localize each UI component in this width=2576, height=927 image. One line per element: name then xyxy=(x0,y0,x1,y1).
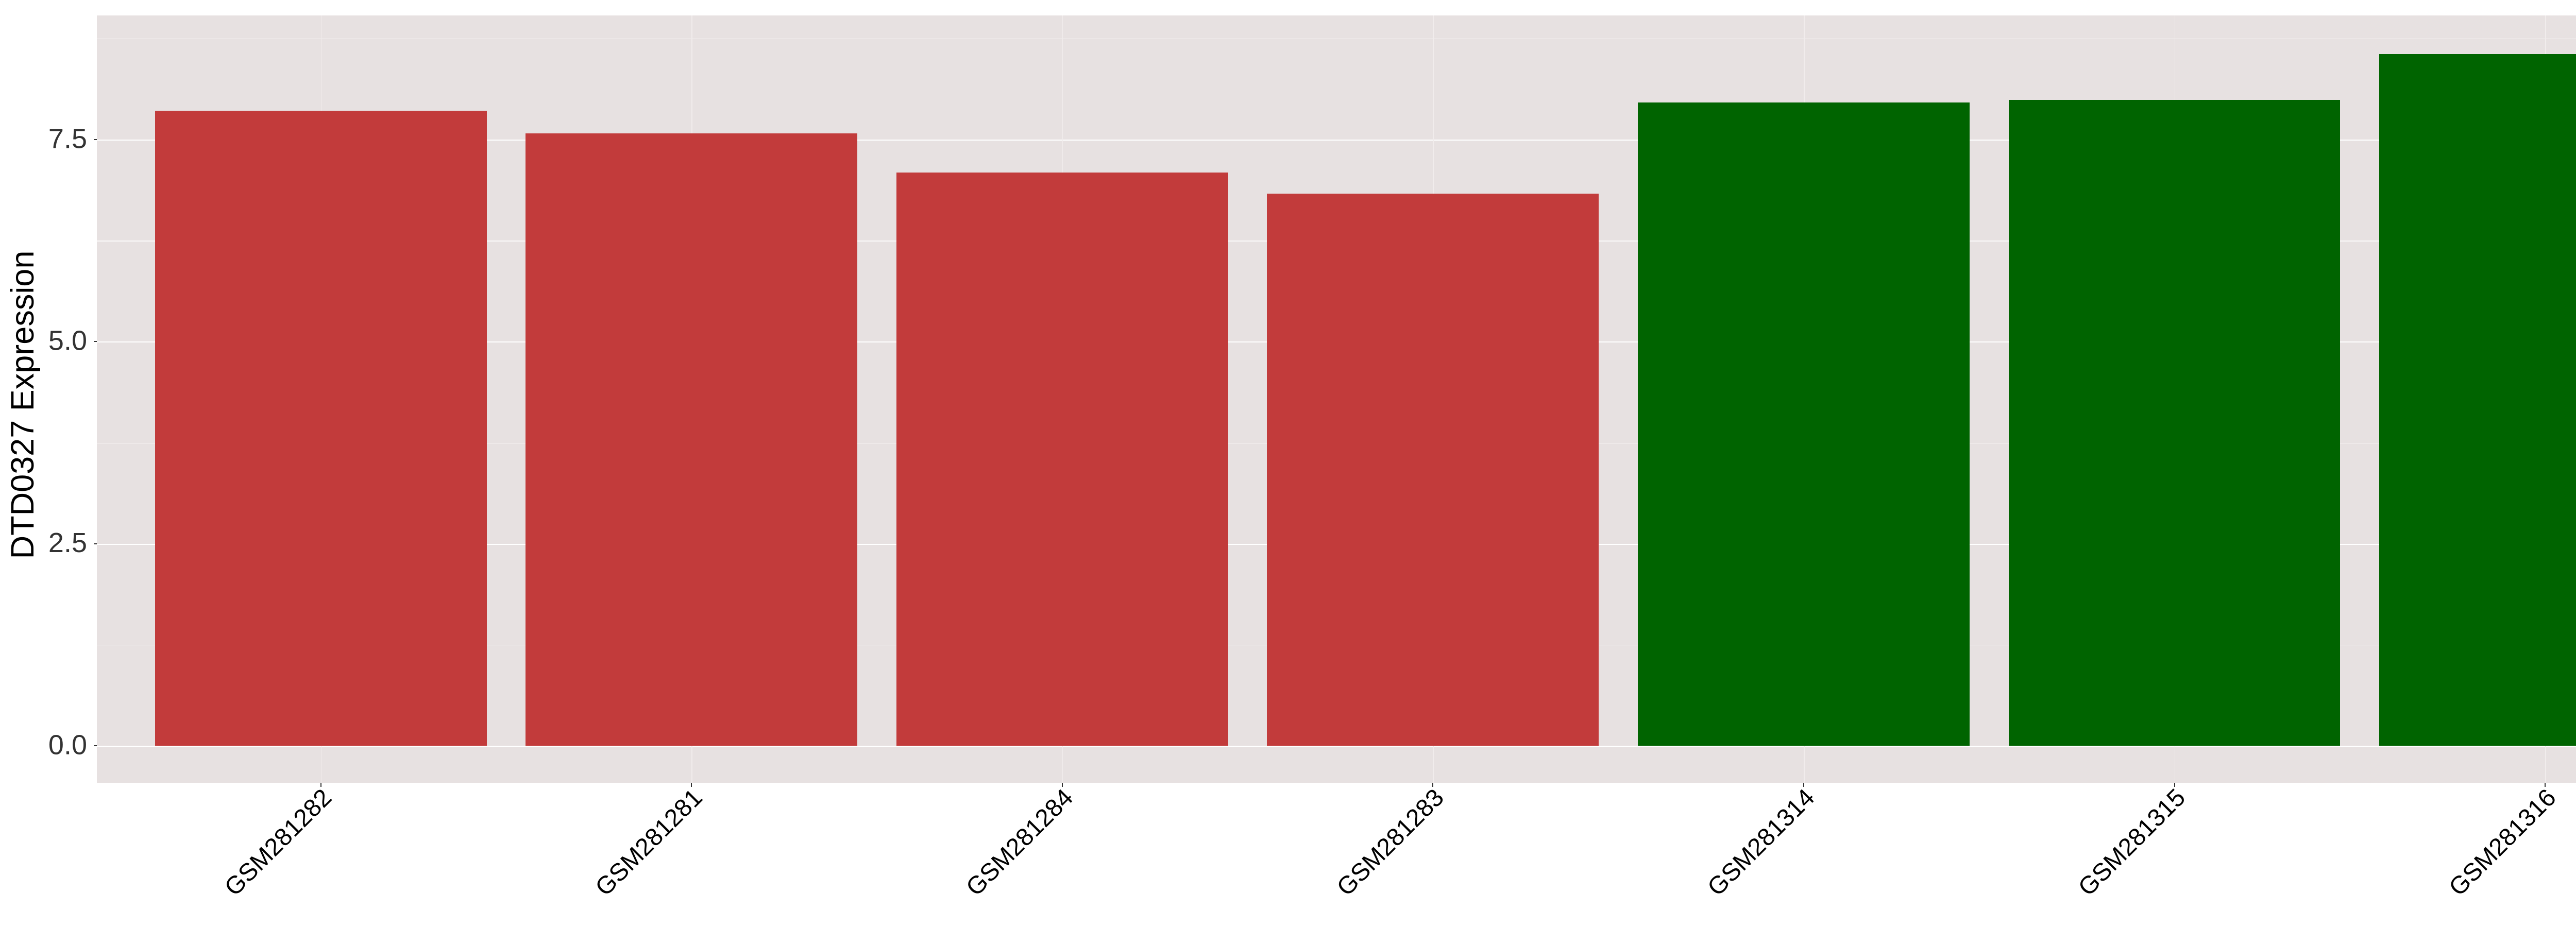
svg-text:GSM281282: GSM281282 xyxy=(219,784,337,901)
svg-text:5.0: 5.0 xyxy=(48,325,87,356)
svg-text:DTD0327 Expression: DTD0327 Expression xyxy=(5,251,41,559)
svg-text:GSM281283: GSM281283 xyxy=(1332,784,1449,901)
svg-text:GSM281284: GSM281284 xyxy=(961,784,1078,901)
svg-text:2.5: 2.5 xyxy=(48,527,87,558)
svg-text:7.5: 7.5 xyxy=(48,123,87,154)
svg-text:GSM281314: GSM281314 xyxy=(1702,784,1820,901)
svg-text:GSM281315: GSM281315 xyxy=(2073,784,2191,901)
svg-text:GSM281316: GSM281316 xyxy=(2444,784,2562,901)
svg-text:0.0: 0.0 xyxy=(48,729,87,760)
svg-text:GSM281281: GSM281281 xyxy=(590,784,708,901)
